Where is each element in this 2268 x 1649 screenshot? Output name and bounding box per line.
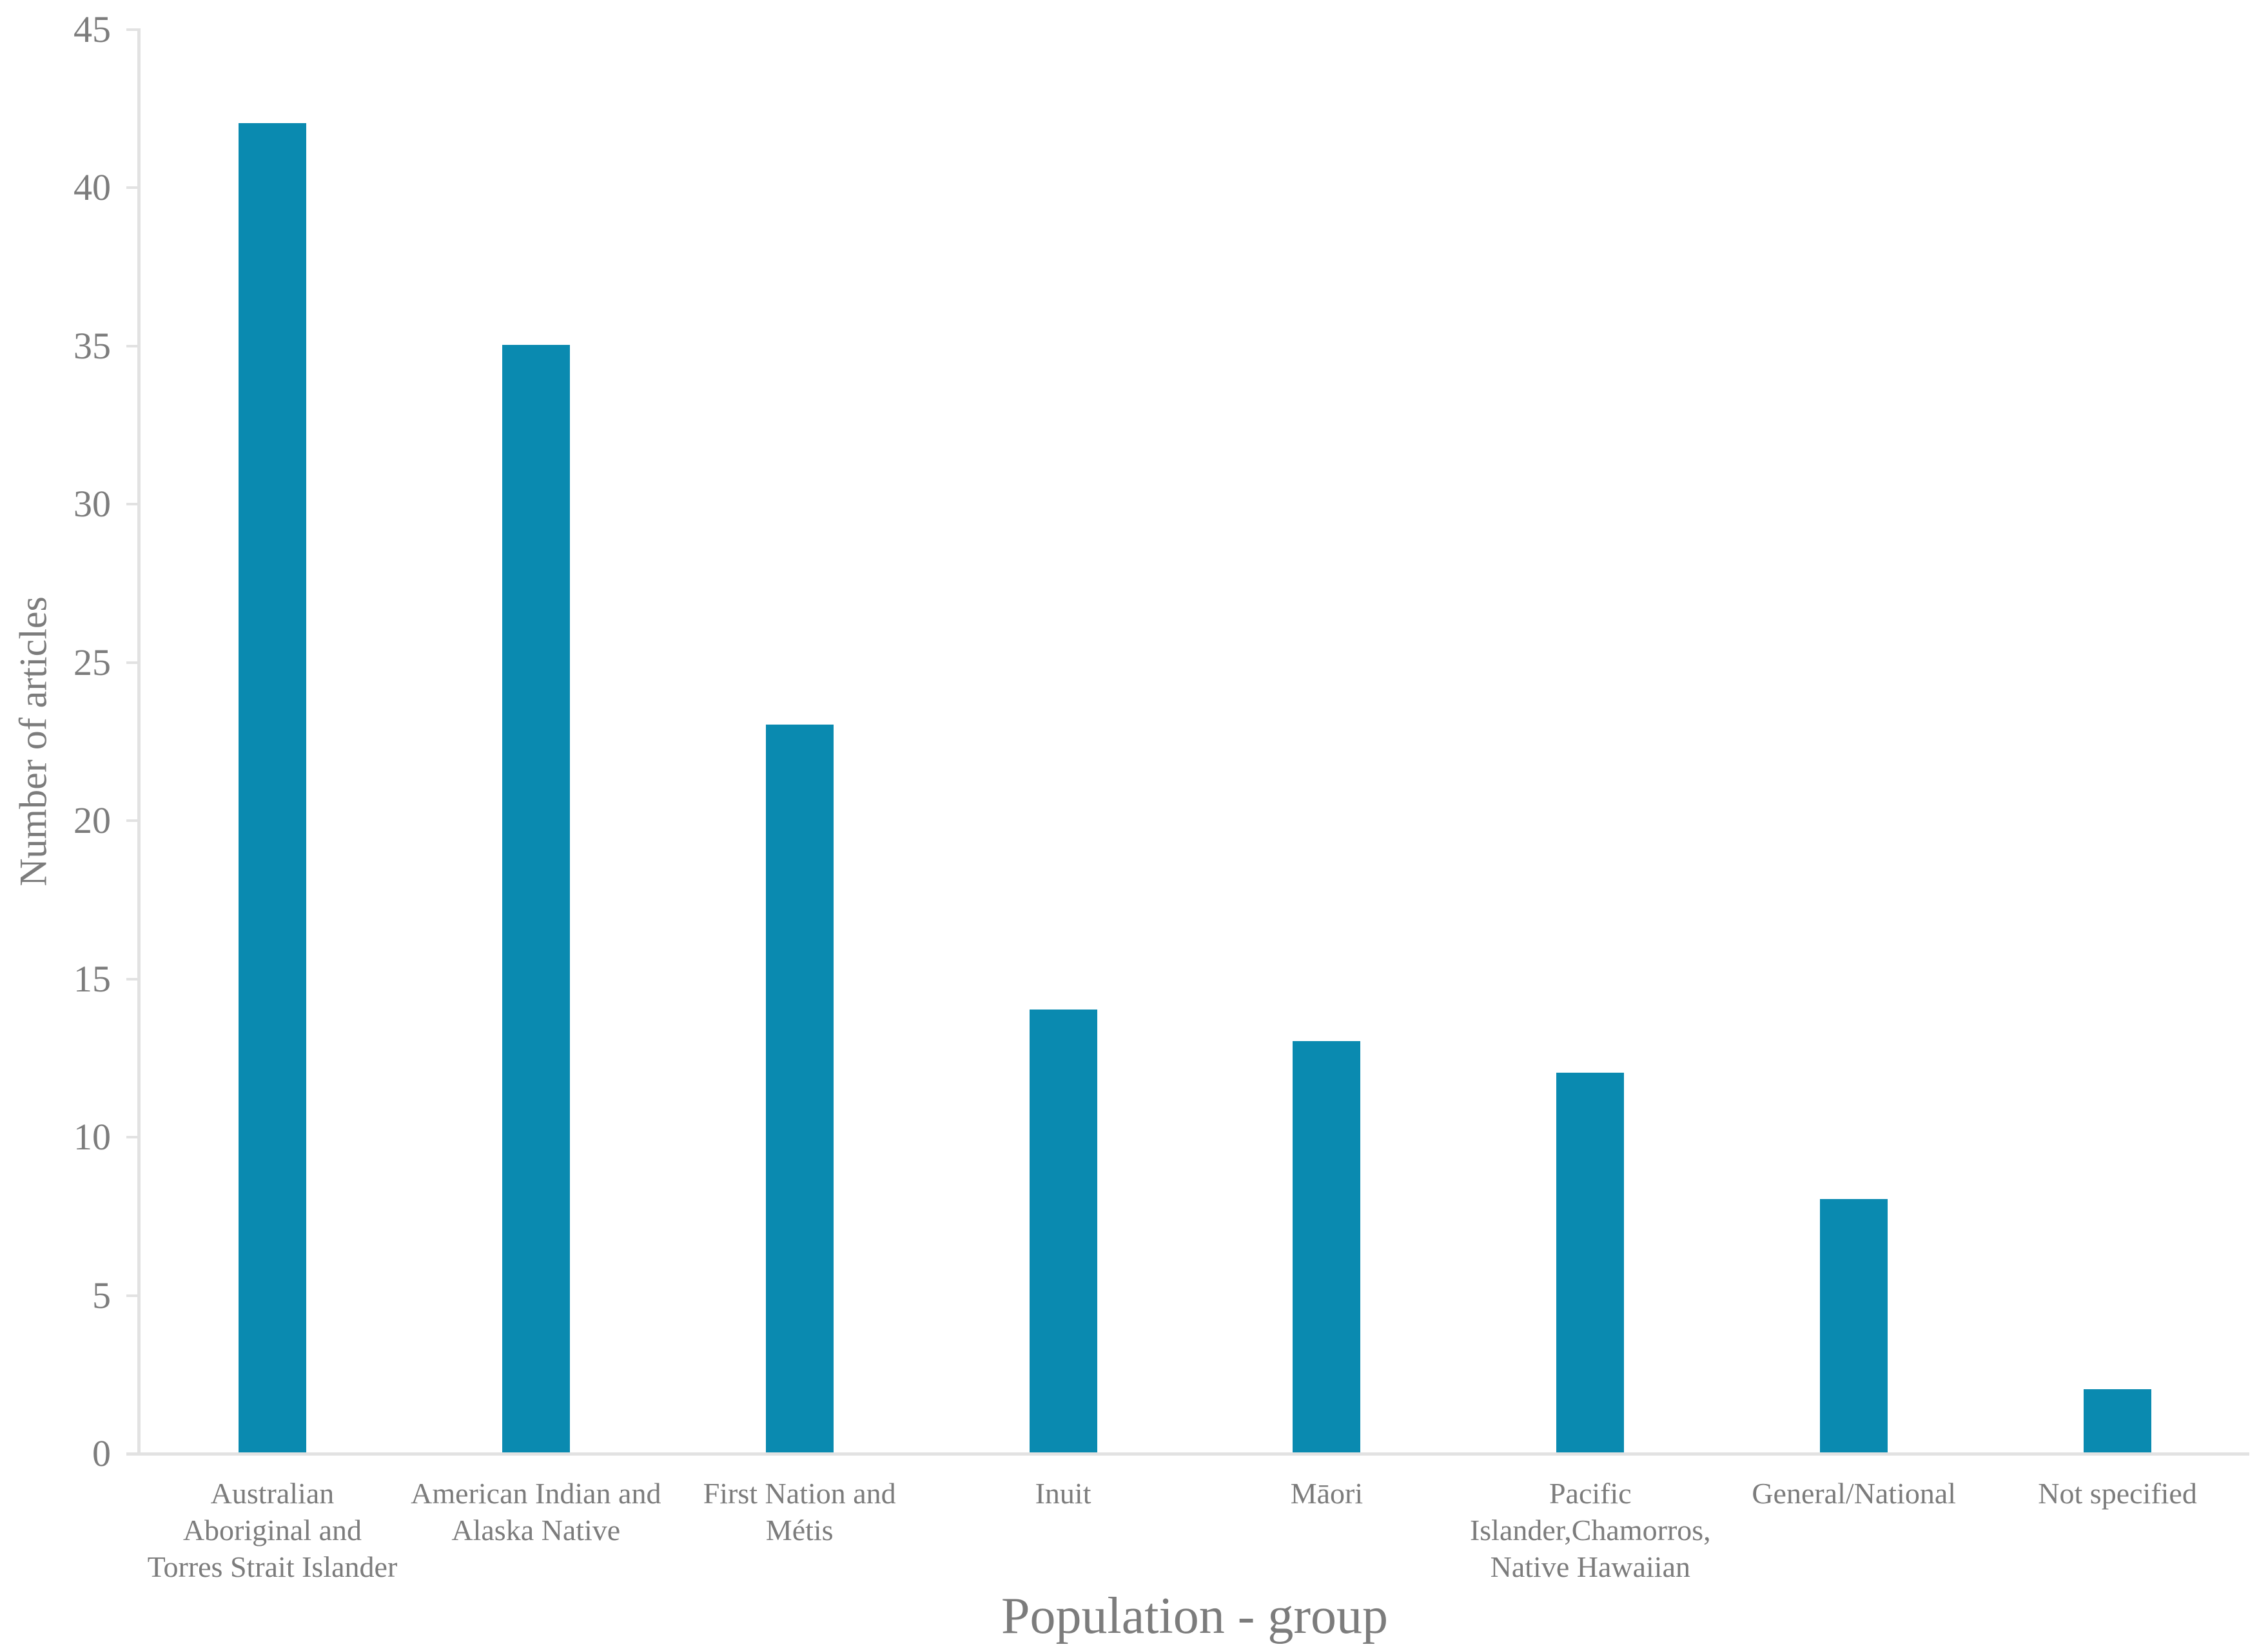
category-label: Pacific Islander,Chamorros, Native Hawaiia… — [1469, 1477, 1711, 1583]
y-tick-label: 10 — [73, 1116, 111, 1158]
category-label: Māori — [1290, 1477, 1364, 1510]
bar — [1820, 1199, 1888, 1452]
bar — [1029, 1009, 1097, 1452]
x-axis-baseline — [126, 1452, 2249, 1456]
y-tick — [126, 503, 141, 506]
y-tick-label: 40 — [73, 166, 111, 209]
category-label: Inuit — [1035, 1477, 1091, 1510]
y-tick — [126, 661, 141, 664]
y-tick-label: 25 — [73, 641, 111, 683]
category-label: Australian Aboriginal and Torres Strait Is… — [147, 1477, 398, 1583]
y-tick — [126, 819, 141, 823]
bar — [502, 344, 570, 1452]
y-tick — [126, 977, 141, 981]
category-label: American Indian and Alaska Native — [411, 1477, 661, 1547]
y-tick-label: 5 — [92, 1274, 111, 1316]
y-tick-label: 0 — [92, 1432, 111, 1474]
bar — [1556, 1072, 1625, 1452]
category-label: First Nation and Métis — [703, 1477, 896, 1547]
bar — [238, 123, 306, 1452]
y-tick-label: 15 — [73, 957, 111, 1000]
y-axis-line — [137, 30, 141, 1454]
bar — [2084, 1389, 2152, 1452]
bar — [765, 724, 834, 1452]
y-tick-label: 30 — [73, 483, 111, 525]
y-tick — [126, 186, 141, 190]
x-axis-title: Population - group — [1001, 1588, 1388, 1644]
bar — [1293, 1040, 1361, 1452]
y-tick — [126, 344, 141, 347]
y-tick — [126, 28, 141, 31]
y-tick-label: 20 — [73, 799, 111, 842]
y-tick — [126, 1294, 141, 1297]
y-tick — [126, 1136, 141, 1139]
y-tick-label: 45 — [73, 8, 111, 50]
y-tick-label: 35 — [73, 324, 111, 367]
y-axis-title: Number of articles — [12, 596, 55, 886]
category-label: General/National — [1752, 1477, 1957, 1510]
category-label: Not specified — [2038, 1477, 2197, 1510]
